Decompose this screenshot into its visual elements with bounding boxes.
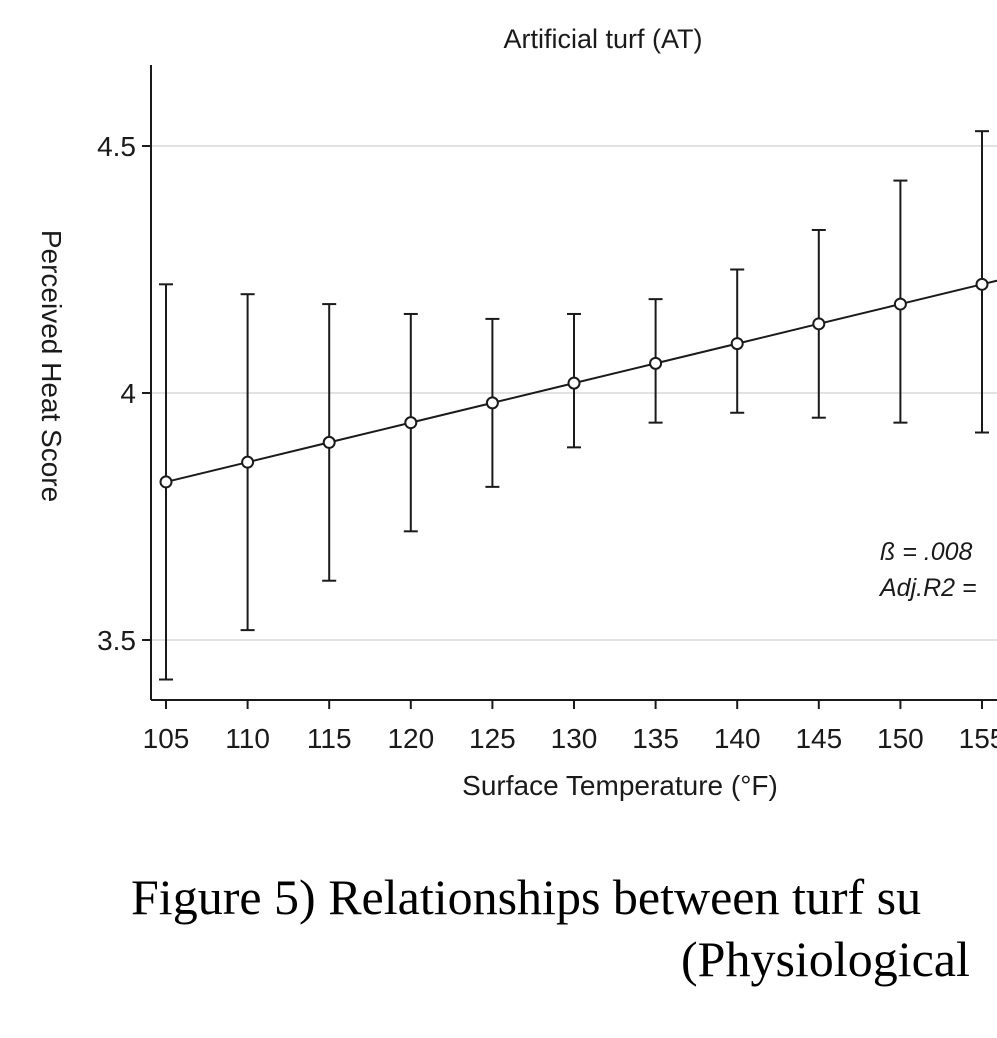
chart-area: 3.5 4 4.5 105 110 115 120 125 130 135 140 145 150 15… xyxy=(36,24,997,801)
y-tick-label-3.5: 3.5 xyxy=(97,625,136,656)
data-point-155 xyxy=(975,277,989,291)
beta-annotation: ß = .008 xyxy=(880,538,973,566)
x-tick-label-125: 125 xyxy=(469,723,516,754)
x-tick-label-150: 150 xyxy=(877,723,924,754)
data-point-105 xyxy=(159,475,173,489)
x-tick-label-155: 155 xyxy=(959,723,997,754)
x-axis-ticks: 105 110 115 120 125 130 135 140 145 150 155 xyxy=(143,700,997,754)
data-point-140 xyxy=(730,337,744,351)
fit-line xyxy=(165,279,997,483)
data-point-125 xyxy=(485,396,499,410)
y-tick-label-4.5: 4.5 xyxy=(97,131,136,162)
data-point-115 xyxy=(322,435,336,449)
chart-title: Artificial turf (AT) xyxy=(503,24,702,54)
x-tick-label-120: 120 xyxy=(387,723,434,754)
x-tick-label-115: 115 xyxy=(307,723,352,754)
y-tick-label-4: 4 xyxy=(120,378,136,409)
data-point-110 xyxy=(241,455,255,469)
x-tick-label-145: 145 xyxy=(795,723,842,754)
data-points xyxy=(159,277,989,489)
x-axis-label: Surface Temperature (°F) xyxy=(462,770,778,801)
x-tick-label-110: 110 xyxy=(225,723,270,754)
data-point-130 xyxy=(567,376,581,390)
data-point-150 xyxy=(893,297,907,311)
figure-caption-line2: (Physiological xyxy=(681,931,970,987)
data-point-120 xyxy=(404,416,418,430)
y-axis-label: Perceived Heat Score xyxy=(36,230,67,502)
r2-annotation: Adj.R2 = xyxy=(878,574,977,602)
x-tick-label-130: 130 xyxy=(551,723,598,754)
x-tick-label-105: 105 xyxy=(143,723,190,754)
x-tick-label-140: 140 xyxy=(714,723,761,754)
figure-caption-line1: Figure 5) Relationships between turf su xyxy=(131,869,922,925)
x-tick-label-135: 135 xyxy=(632,723,679,754)
data-point-145 xyxy=(812,317,826,331)
data-point-135 xyxy=(649,356,663,370)
y-axis-ticks: 3.5 4 4.5 xyxy=(97,131,151,656)
